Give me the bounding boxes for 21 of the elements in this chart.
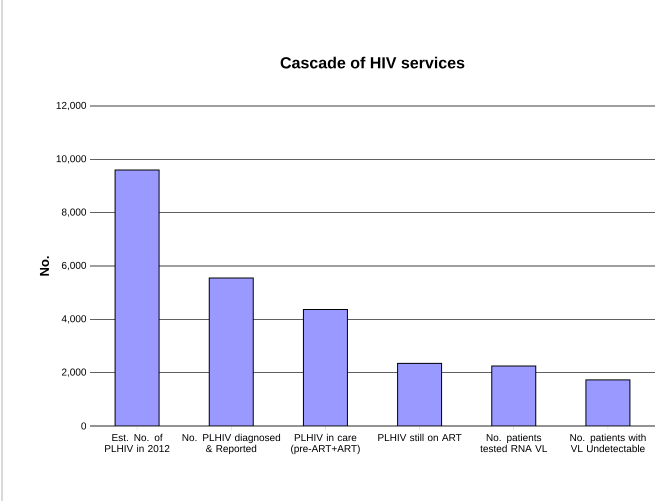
x-tick-label: PLHIV still on ART xyxy=(378,434,462,442)
y-tick-label: 6,000 xyxy=(62,262,86,270)
y-tick-label: 0 xyxy=(81,422,86,430)
x-tick-label: No. PLHIV diagnosed & Reported xyxy=(182,434,280,454)
bar xyxy=(585,379,630,426)
bar xyxy=(302,308,348,426)
bar xyxy=(397,362,442,426)
bar xyxy=(114,170,160,426)
x-tick-label: PLHIV in care (pre-ART+ART) xyxy=(291,434,360,454)
y-axis-title: No. xyxy=(40,256,50,276)
y-tick-label: 4,000 xyxy=(62,315,86,324)
y-tick-label: 12,000 xyxy=(56,102,86,110)
x-tick-label: No. patients tested RNA VL xyxy=(480,434,548,452)
x-tick-label: Est. No. of PLHIV in 2012 xyxy=(105,434,170,452)
y-tick-label: 10,000 xyxy=(56,155,86,164)
chart-title: Cascade of HIV services xyxy=(280,56,464,68)
bar xyxy=(208,278,254,426)
x-tick-label: No. patients with VL Undetectable xyxy=(570,434,646,452)
y-tick-label: 2,000 xyxy=(62,368,86,377)
y-tick-label: 8,000 xyxy=(62,208,86,217)
bar xyxy=(491,366,536,426)
